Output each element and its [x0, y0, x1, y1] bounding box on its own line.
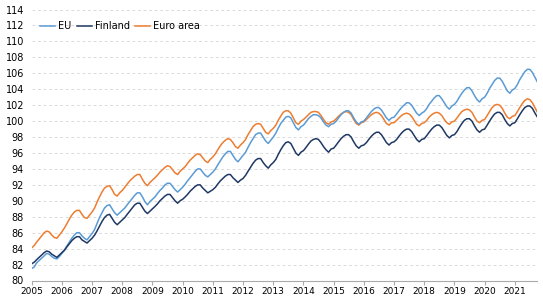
- Line: Finland: Finland: [31, 56, 543, 264]
- Line: Euro area: Euro area: [31, 41, 543, 248]
- Line: EU: EU: [31, 25, 543, 268]
- Legend: EU, Finland, Euro area: EU, Finland, Euro area: [36, 17, 204, 35]
